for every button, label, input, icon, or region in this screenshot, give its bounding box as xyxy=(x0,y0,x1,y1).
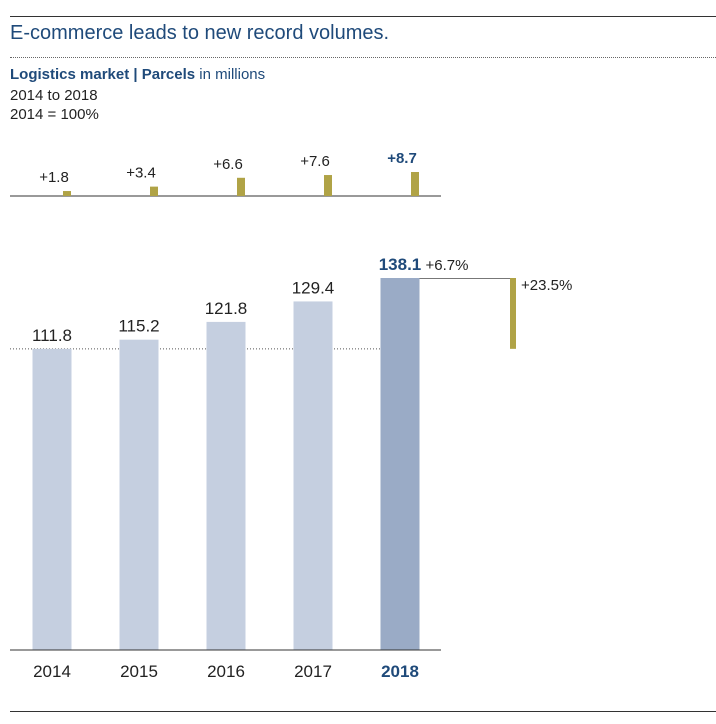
x-tick-2014: 2014 xyxy=(33,662,71,681)
value-label-2016: 121.8 xyxy=(205,299,248,318)
value-label-2014: 111.8 xyxy=(32,326,72,345)
increment-label-2015: +3.4 xyxy=(126,165,156,182)
subtitle-unit: in millions xyxy=(195,66,266,83)
bar-2015 xyxy=(119,339,159,650)
increment-bar-2018 xyxy=(411,172,419,196)
value-label-2018: 138.1 xyxy=(379,255,422,274)
headline: E-commerce leads to new record volumes. xyxy=(10,22,390,44)
increment-bar-2015 xyxy=(150,186,158,196)
top-rule xyxy=(10,16,716,17)
period-label: 2014 to 2018 xyxy=(10,87,98,104)
value-label-2017: 129.4 xyxy=(292,278,335,297)
bar-2017 xyxy=(293,301,333,650)
total-change-label: +23.5% xyxy=(521,277,572,294)
bar-2014 xyxy=(32,348,72,650)
bottom-rule xyxy=(10,711,716,712)
increment-bar-2017 xyxy=(324,175,332,196)
base-label: 2014 = 100% xyxy=(10,106,99,123)
increment-bar-2014 xyxy=(63,191,71,196)
bar-2018 xyxy=(380,278,420,650)
headline-divider xyxy=(10,57,716,58)
chart-subtitle: Logistics market | Parcels in millions xyxy=(10,66,265,83)
bar-2016 xyxy=(206,321,246,650)
increment-bar-2016 xyxy=(237,177,245,196)
subtitle-bold: Logistics market | Parcels xyxy=(10,66,196,83)
value-label-2015: 115.2 xyxy=(118,317,159,336)
yoy-change-label: +6.7% xyxy=(426,257,469,274)
increment-label-2018: +8.7 xyxy=(387,150,417,167)
increment-label-2016: +6.6 xyxy=(213,156,243,173)
total-change-bar xyxy=(510,278,516,349)
x-tick-2018: 2018 xyxy=(381,662,419,681)
x-tick-2017: 2017 xyxy=(294,662,332,681)
increment-label-2017: +7.6 xyxy=(300,153,330,170)
x-tick-2015: 2015 xyxy=(120,662,158,681)
bar-chart: 111.8 2014 115.2 2015 121.8 2016 129.4 2017 138.… xyxy=(10,255,572,681)
x-tick-2016: 2016 xyxy=(207,662,245,681)
increment-label-2014: +1.8 xyxy=(39,169,69,186)
increment-chart: +1.8 +3.4 +6.6 +7.6 +8.7 xyxy=(10,150,441,197)
